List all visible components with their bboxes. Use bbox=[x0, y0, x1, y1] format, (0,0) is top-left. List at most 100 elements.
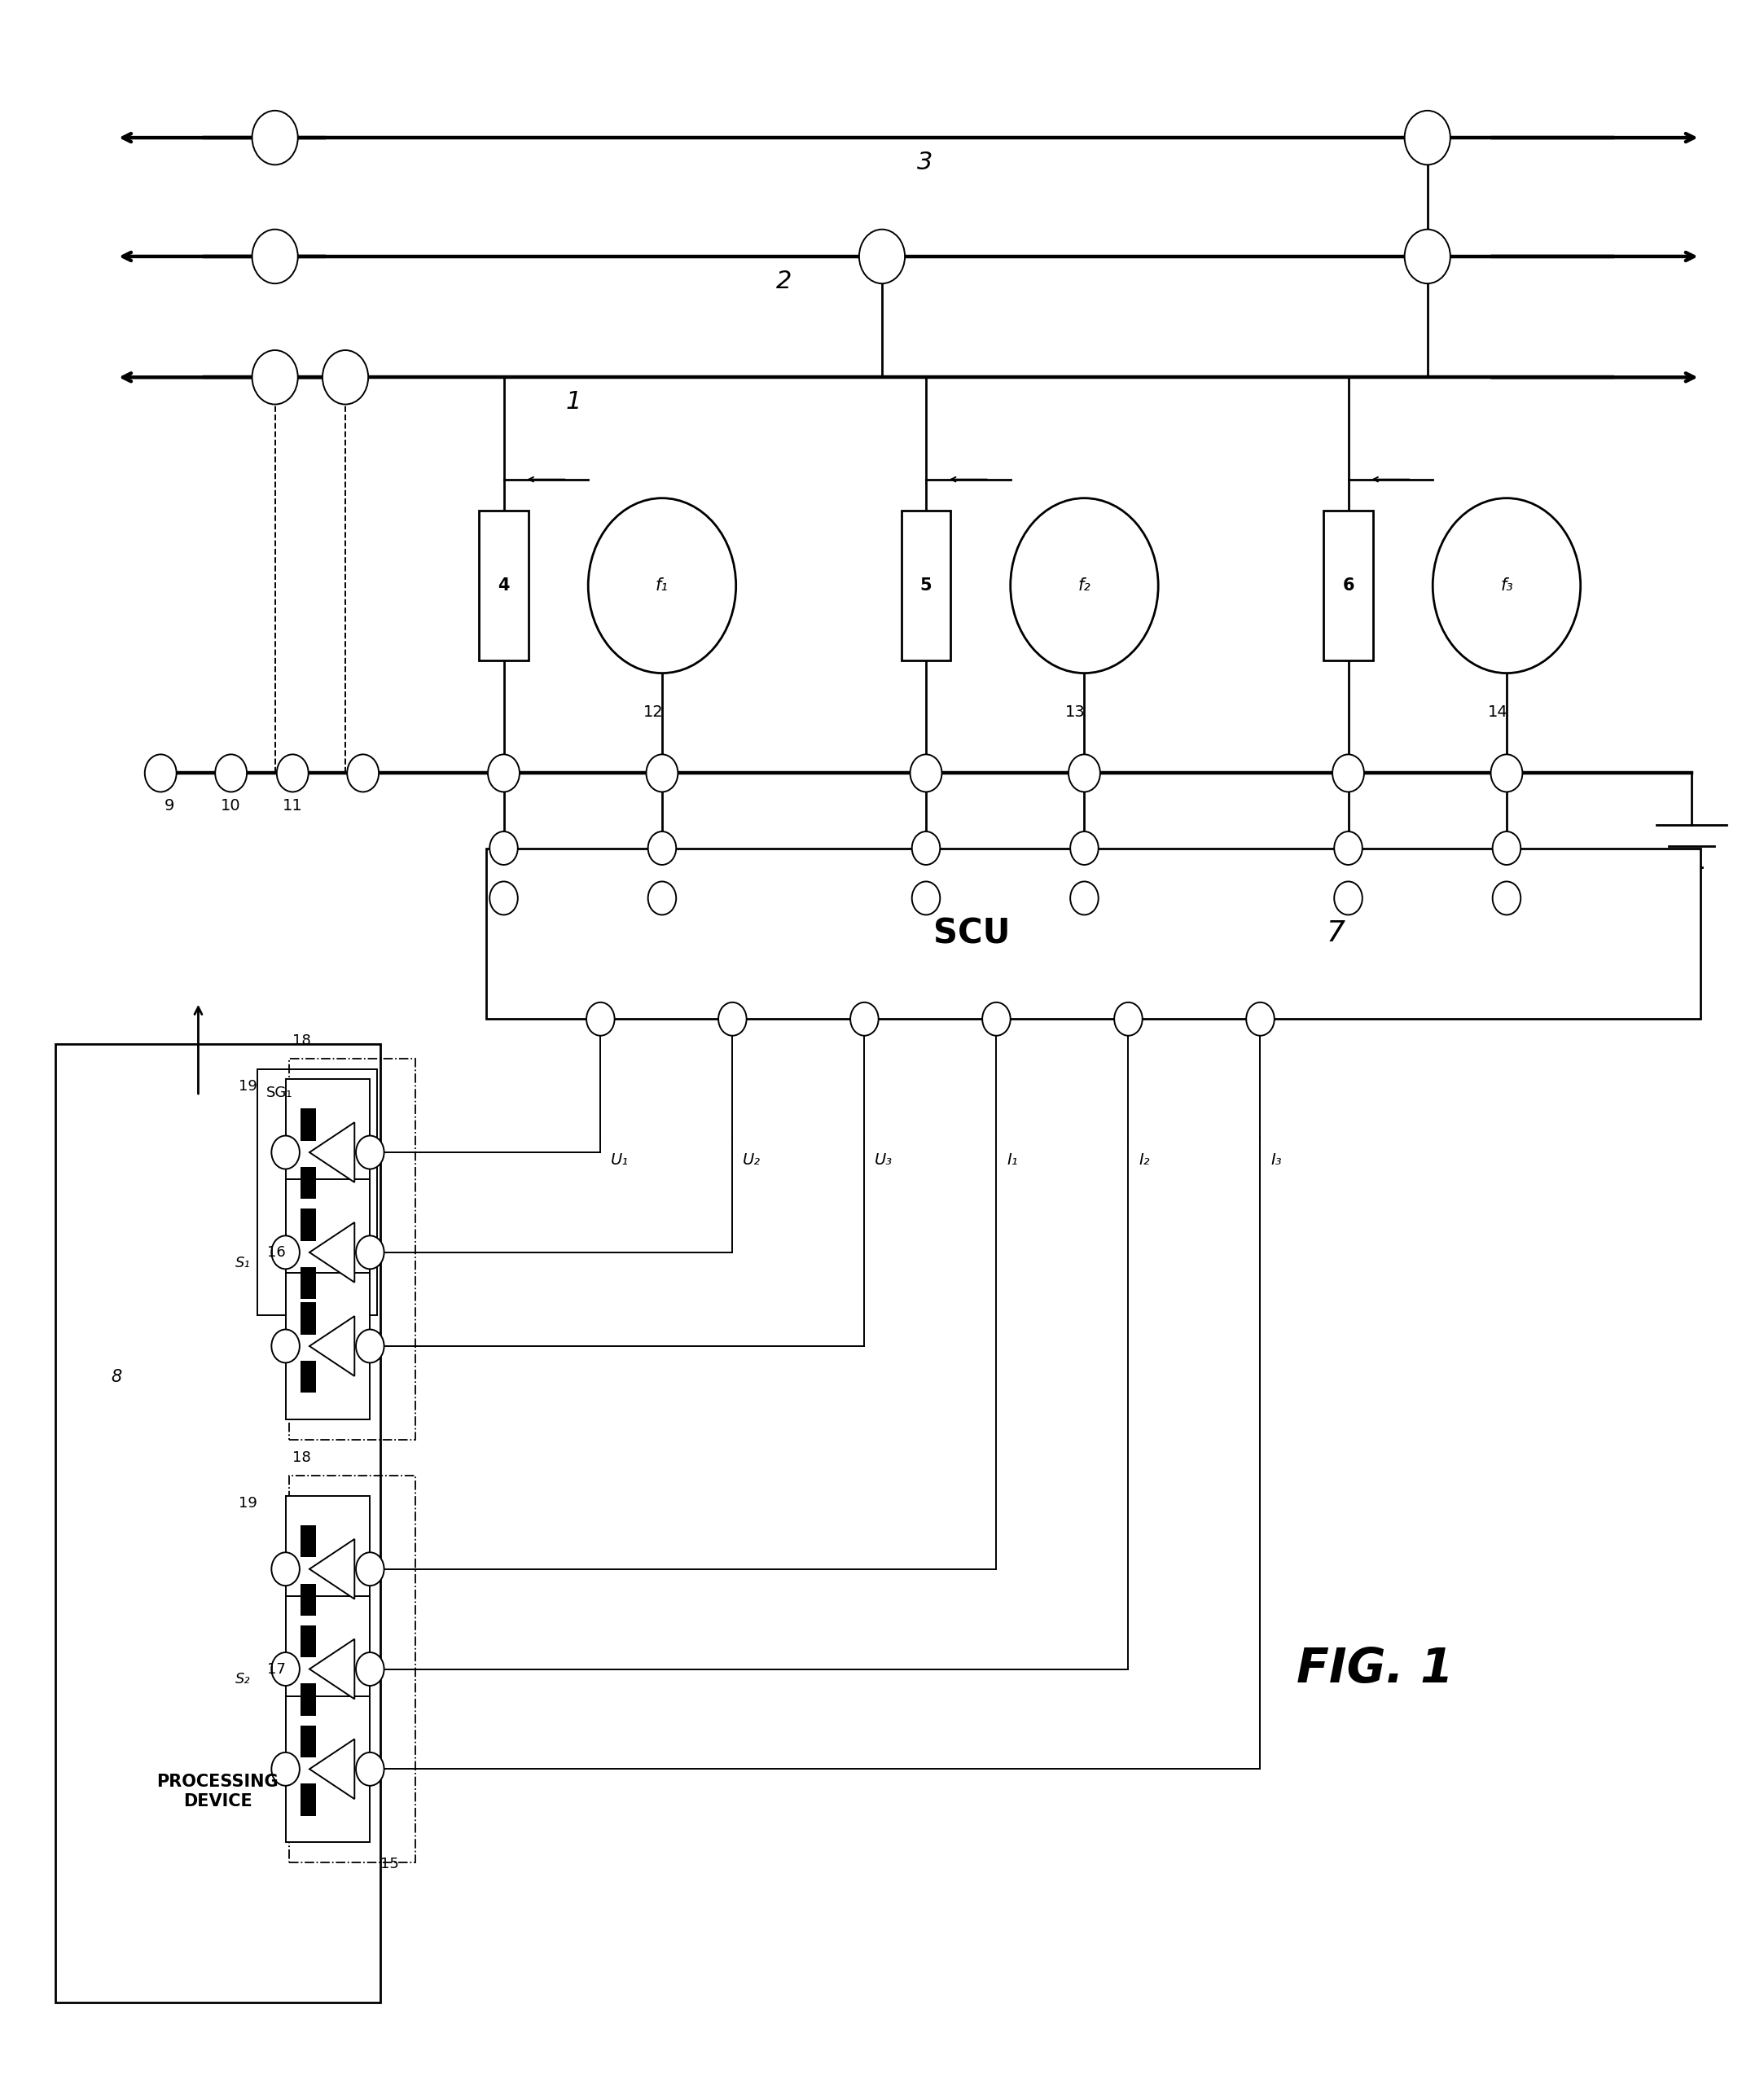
Polygon shape bbox=[309, 1539, 355, 1599]
Text: f₂: f₂ bbox=[1078, 578, 1090, 593]
Text: S₁: S₁ bbox=[235, 1255, 250, 1270]
Circle shape bbox=[490, 831, 519, 864]
Circle shape bbox=[252, 351, 298, 405]
Circle shape bbox=[272, 1652, 300, 1685]
Bar bbox=[901, 512, 951, 660]
Bar bbox=[300, 1725, 316, 1758]
Circle shape bbox=[1069, 754, 1101, 791]
Text: 19: 19 bbox=[238, 1079, 258, 1094]
Circle shape bbox=[1491, 754, 1522, 791]
Bar bbox=[300, 1583, 316, 1616]
Circle shape bbox=[1404, 111, 1450, 165]
Text: 4: 4 bbox=[497, 578, 510, 593]
Circle shape bbox=[272, 1236, 300, 1270]
Text: 13: 13 bbox=[1065, 704, 1085, 720]
Bar bbox=[286, 1595, 370, 1741]
Circle shape bbox=[215, 754, 247, 791]
Circle shape bbox=[912, 831, 940, 864]
Bar bbox=[258, 1069, 377, 1315]
Circle shape bbox=[1492, 831, 1521, 864]
Circle shape bbox=[356, 1551, 385, 1585]
Circle shape bbox=[586, 1002, 614, 1036]
Circle shape bbox=[912, 881, 940, 915]
Circle shape bbox=[1071, 831, 1099, 864]
Circle shape bbox=[356, 1330, 385, 1363]
Circle shape bbox=[850, 1002, 878, 1036]
Bar bbox=[300, 1683, 316, 1716]
Bar bbox=[300, 1303, 316, 1334]
Bar bbox=[286, 1079, 370, 1226]
Circle shape bbox=[1334, 831, 1362, 864]
Text: 8: 8 bbox=[111, 1370, 122, 1386]
Bar bbox=[55, 1044, 381, 2002]
Bar bbox=[1323, 512, 1372, 660]
Bar bbox=[300, 1624, 316, 1658]
Text: PROCESSING
DEVICE: PROCESSING DEVICE bbox=[157, 1775, 279, 1808]
Bar bbox=[300, 1361, 316, 1393]
Circle shape bbox=[647, 831, 676, 864]
Bar bbox=[300, 1209, 316, 1240]
Circle shape bbox=[1432, 499, 1581, 672]
Circle shape bbox=[272, 1752, 300, 1785]
Text: I₁: I₁ bbox=[1007, 1153, 1018, 1167]
Circle shape bbox=[1011, 499, 1159, 672]
Bar bbox=[487, 848, 1700, 1019]
Bar bbox=[300, 1109, 316, 1140]
Circle shape bbox=[1492, 881, 1521, 915]
Text: f₁: f₁ bbox=[656, 578, 669, 593]
Text: 12: 12 bbox=[644, 704, 663, 720]
Polygon shape bbox=[309, 1221, 355, 1282]
Text: S₂: S₂ bbox=[235, 1672, 250, 1687]
Circle shape bbox=[910, 754, 942, 791]
Polygon shape bbox=[309, 1315, 355, 1376]
Text: 18: 18 bbox=[293, 1451, 310, 1466]
Circle shape bbox=[1245, 1002, 1274, 1036]
Text: 16: 16 bbox=[266, 1244, 286, 1259]
Circle shape bbox=[490, 881, 519, 915]
Text: FIG. 1: FIG. 1 bbox=[1297, 1645, 1454, 1691]
Polygon shape bbox=[309, 1639, 355, 1700]
Text: 17: 17 bbox=[266, 1662, 286, 1677]
Text: 9: 9 bbox=[164, 798, 175, 814]
Circle shape bbox=[647, 881, 676, 915]
Text: 15: 15 bbox=[379, 1856, 399, 1871]
Text: U₃: U₃ bbox=[875, 1153, 893, 1167]
Circle shape bbox=[1332, 754, 1364, 791]
Text: I₂: I₂ bbox=[1140, 1153, 1150, 1167]
Circle shape bbox=[252, 230, 298, 284]
Circle shape bbox=[272, 1330, 300, 1363]
Circle shape bbox=[1404, 230, 1450, 284]
Text: f₃: f₃ bbox=[1499, 578, 1514, 593]
Text: 2: 2 bbox=[776, 269, 792, 292]
Circle shape bbox=[587, 499, 736, 672]
Circle shape bbox=[356, 1236, 385, 1270]
Circle shape bbox=[145, 754, 176, 791]
Text: SG₁: SG₁ bbox=[266, 1086, 293, 1100]
Polygon shape bbox=[309, 1123, 355, 1182]
Text: SCU: SCU bbox=[933, 917, 1011, 950]
Circle shape bbox=[356, 1652, 385, 1685]
Text: 1: 1 bbox=[564, 390, 580, 413]
Circle shape bbox=[489, 754, 520, 791]
Circle shape bbox=[252, 111, 298, 165]
Circle shape bbox=[277, 754, 309, 791]
Text: 7: 7 bbox=[1327, 919, 1346, 948]
Circle shape bbox=[348, 754, 379, 791]
Circle shape bbox=[1071, 881, 1099, 915]
Bar bbox=[289, 1476, 416, 1862]
Circle shape bbox=[646, 754, 677, 791]
Bar bbox=[289, 1059, 416, 1441]
Bar bbox=[300, 1783, 316, 1817]
Text: 3: 3 bbox=[917, 150, 933, 175]
Circle shape bbox=[1334, 881, 1362, 915]
Text: 6: 6 bbox=[1342, 578, 1355, 593]
Circle shape bbox=[272, 1551, 300, 1585]
Circle shape bbox=[272, 1136, 300, 1169]
Text: 11: 11 bbox=[282, 798, 303, 814]
Text: U₁: U₁ bbox=[610, 1153, 630, 1167]
Circle shape bbox=[983, 1002, 1011, 1036]
Bar bbox=[480, 512, 529, 660]
Bar bbox=[286, 1497, 370, 1641]
Bar bbox=[300, 1524, 316, 1558]
Bar bbox=[286, 1180, 370, 1326]
